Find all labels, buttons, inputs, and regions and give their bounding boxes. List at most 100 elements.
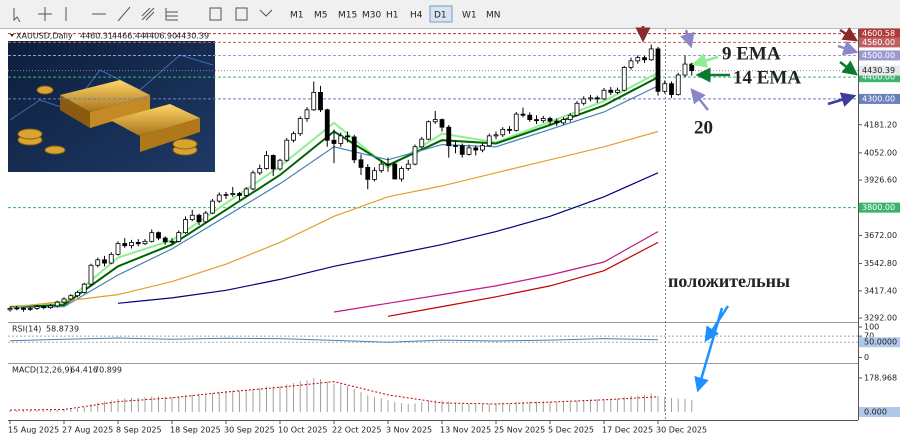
level-box <box>859 202 900 213</box>
macd-bar <box>428 400 429 413</box>
macd-bar <box>360 391 362 413</box>
macd-value: 64.416 <box>70 366 98 375</box>
candle-body <box>378 163 384 172</box>
macd-bar <box>225 391 227 413</box>
macd-bar <box>576 400 578 413</box>
candle-body <box>189 214 195 220</box>
fibo-icon[interactable] <box>165 8 178 21</box>
x-tick-label: 3 Nov 2025 <box>386 426 432 435</box>
ohlc-low: 4406.90 <box>144 32 177 41</box>
candle-body <box>34 306 40 309</box>
x-tick-label: 27 Aug 2025 <box>62 426 113 435</box>
candle-body <box>635 57 641 62</box>
candle-body <box>412 146 418 165</box>
macd-bar <box>144 397 146 413</box>
candle-body <box>385 163 391 166</box>
candle-body <box>365 167 371 180</box>
timeframe-button[interactable]: M15 <box>338 11 357 21</box>
level-box <box>859 72 900 83</box>
candle-body <box>75 292 80 297</box>
candle-body <box>318 92 323 111</box>
timeframe-button[interactable]: M5 <box>314 11 328 21</box>
timeframe-button[interactable]: MN <box>486 11 501 21</box>
candle-body <box>547 118 553 122</box>
shapes-icon[interactable] <box>259 9 273 17</box>
y-tick-label: 100 <box>864 323 879 332</box>
y-tick-label: 50.0000 <box>864 338 897 347</box>
macd-bar <box>340 384 342 413</box>
moving-average <box>387 241 659 317</box>
candle-body <box>81 283 87 293</box>
x-tick-label: 17 Dec 2025 <box>602 426 653 435</box>
candle-body <box>648 48 654 61</box>
timeframe-button[interactable]: M30 <box>362 11 381 21</box>
level-box <box>859 50 900 61</box>
timeframe-button[interactable]: H1 <box>386 11 399 21</box>
level-label: 4600.58 <box>862 29 895 38</box>
label-icon[interactable] <box>235 7 248 21</box>
tool-icons <box>13 6 273 23</box>
macd-bar <box>110 400 112 413</box>
macd-bar <box>677 398 679 413</box>
candle-body <box>540 118 546 122</box>
macd-bar <box>131 397 132 413</box>
arrows <box>635 26 859 393</box>
macd-bar <box>664 396 666 413</box>
candle-body <box>304 109 310 119</box>
candle-body <box>689 63 695 71</box>
macd-bar <box>313 378 315 413</box>
macd-bar <box>124 398 126 413</box>
candle-body <box>621 66 627 91</box>
macd-bar <box>205 393 207 413</box>
macd-bar <box>502 403 504 413</box>
candle-body <box>554 120 560 124</box>
macd-bar <box>191 394 193 413</box>
y-tick-label: 0.000 <box>864 408 887 417</box>
macd-bar <box>279 386 281 413</box>
image-coins <box>17 85 198 156</box>
candle-body <box>135 242 141 245</box>
arrow <box>691 53 719 68</box>
image-gold <box>60 95 90 128</box>
text-icon[interactable] <box>209 7 222 21</box>
macd-bar <box>137 397 139 413</box>
candle-body <box>88 264 94 285</box>
macd-bar <box>630 395 632 413</box>
macd-bar <box>104 401 105 413</box>
candle-body <box>216 194 222 202</box>
crosshair-icon[interactable] <box>38 7 52 21</box>
level-label: 4300.00 <box>862 94 895 103</box>
macd-signal-value: 70.899 <box>94 366 122 375</box>
timeframe-button[interactable]: D1 <box>434 11 447 21</box>
y-tick-label: 178.968 <box>864 373 897 382</box>
macd-bar <box>509 403 510 413</box>
x-tick-label: 13 Nov 2025 <box>440 426 491 435</box>
macd-bar <box>414 403 416 413</box>
candle-body <box>466 147 472 155</box>
channel-icon[interactable] <box>141 7 155 21</box>
cursor-icon[interactable] <box>13 8 21 23</box>
x-tick-label: 22 Oct 2025 <box>332 426 381 435</box>
macd-bar <box>387 400 389 413</box>
macd-bar <box>70 408 72 413</box>
timeframe-button[interactable]: W1 <box>462 11 477 21</box>
timeframe-button[interactable]: M1 <box>290 11 304 21</box>
candle-body <box>291 133 296 141</box>
candle-body <box>311 92 317 111</box>
trendline-icon[interactable] <box>117 6 131 22</box>
candle-body <box>108 253 114 264</box>
candle-body <box>405 163 411 169</box>
candle-body <box>21 307 26 310</box>
header-arrow <box>10 34 14 37</box>
macd-bar <box>272 386 274 413</box>
candle-body <box>527 114 533 120</box>
candle-body <box>682 63 688 76</box>
macd-bar <box>56 409 58 413</box>
timeframe-button[interactable]: H4 <box>410 11 423 21</box>
level-label: 3800.00 <box>862 203 895 212</box>
macd-bar <box>441 400 443 413</box>
candle-body <box>237 193 242 196</box>
macd-bar <box>212 393 213 413</box>
y-tick-label: 3292.00 <box>864 314 897 323</box>
